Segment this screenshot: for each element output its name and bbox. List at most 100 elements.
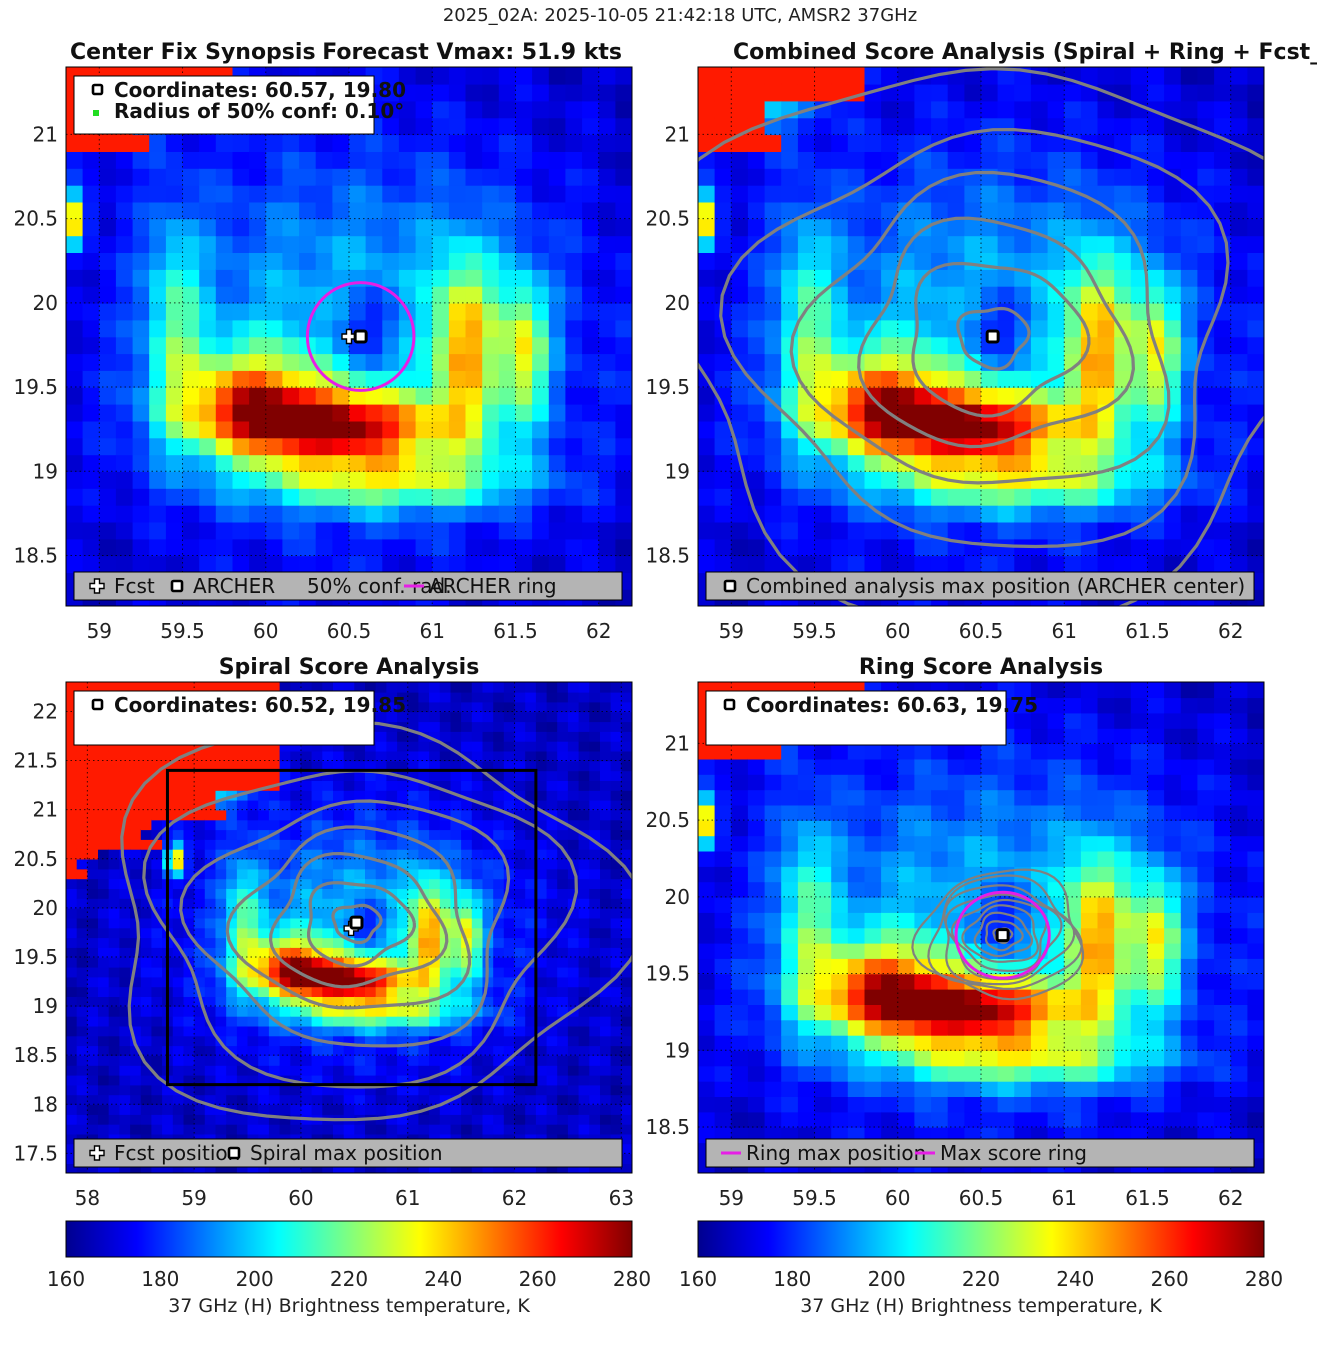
heatmap-cell [199, 235, 217, 253]
heatmap-cell [546, 996, 559, 1007]
heatmap-cell [578, 1065, 591, 1076]
heatmap-cell [714, 504, 732, 523]
heatmap-cell [515, 218, 533, 237]
heatmap-cell [354, 957, 366, 968]
heatmap-cell [258, 1114, 270, 1125]
heatmap-cell [714, 302, 732, 321]
heatmap-cell [199, 504, 217, 523]
heatmap-cell [997, 134, 1015, 152]
heatmap-cell [567, 829, 580, 840]
heatmap-cell [865, 606, 882, 624]
heatmap-cell [578, 1123, 591, 1135]
heatmap-cell [315, 353, 334, 371]
heatmap-cell [290, 839, 302, 850]
heatmap-cell [781, 117, 799, 136]
heatmap-cell [108, 957, 121, 968]
heatmap-cell [172, 937, 185, 948]
heatmap-cell [215, 1006, 227, 1017]
heatmap-cell [897, 471, 916, 489]
heatmap-cell [299, 606, 316, 624]
heatmap-cell [247, 809, 259, 821]
heatmap-cell [236, 1035, 249, 1047]
heatmap-cell [698, 521, 716, 540]
heatmap-cell [247, 790, 259, 801]
heatmap-cell [268, 770, 281, 781]
heatmap-cell [548, 184, 567, 203]
heatmap-cell [1147, 538, 1165, 557]
heatmap-cell [375, 1104, 388, 1115]
heatmap-cell [546, 1074, 559, 1086]
heatmap-cell [1098, 606, 1115, 624]
heatmap-cell [525, 937, 537, 948]
heatmap-cell [76, 770, 89, 781]
heatmap-cell [66, 286, 84, 304]
heatmap-cell [199, 201, 217, 220]
heatmap-cell [418, 966, 430, 978]
heatmap-cell [119, 1035, 131, 1047]
heatmap-cell [172, 858, 185, 870]
heatmap-cell [249, 555, 267, 574]
heatmap-cell [1030, 286, 1049, 304]
heatmap-cell [236, 780, 249, 791]
heatmap-cell [546, 1015, 559, 1027]
heatmap-cell [333, 858, 345, 870]
heatmap-cell [365, 907, 377, 919]
heatmap-cell [471, 1084, 484, 1096]
heatmap-cell [615, 235, 632, 253]
heatmap-cell [482, 555, 500, 574]
heatmap-cell [546, 878, 559, 889]
heatmap-cell [130, 996, 142, 1007]
heatmap-cell [997, 235, 1015, 253]
heatmap-cell [182, 235, 200, 253]
heatmap-cell [82, 387, 100, 405]
heatmap-cell [99, 420, 117, 439]
heatmap-cell [66, 1015, 78, 1027]
heatmap-cell [514, 701, 526, 713]
heatmap-cell [1181, 606, 1198, 624]
heatmap-cell [615, 606, 632, 624]
heatmap-cell [204, 839, 217, 850]
heatmap-cell [247, 1104, 259, 1115]
heatmap-cell [258, 917, 270, 929]
heatmap-cell [582, 269, 600, 287]
heatmap-cell [914, 403, 932, 422]
panel-title: Combined Score Analysis (Spiral + Ring +… [733, 40, 1317, 65]
heatmap-cell [535, 1123, 548, 1135]
heatmap-cell [514, 829, 526, 840]
heatmap-cell [365, 1035, 377, 1047]
heatmap-cell [365, 1006, 377, 1017]
heatmap-cell [332, 521, 350, 540]
heatmap-cell [1230, 151, 1249, 169]
heatmap-cell [1180, 201, 1199, 220]
heatmap-cell [87, 1123, 99, 1135]
heatmap-cell [997, 319, 1015, 338]
heatmap-cell [747, 286, 766, 304]
heatmap-cell [567, 1104, 580, 1115]
heatmap-cell [418, 1094, 430, 1105]
heatmap-cell [66, 1123, 78, 1135]
heatmap-cell [565, 403, 583, 422]
heatmap-cell [1197, 151, 1215, 169]
heatmap-cell [764, 151, 782, 169]
heatmap-cell [215, 937, 227, 948]
heatmap-cell [1097, 100, 1115, 119]
heatmap-cell [557, 691, 569, 703]
heatmap-cell [1197, 437, 1215, 456]
heatmap-cell [108, 1035, 121, 1047]
heatmap-cell [598, 504, 617, 523]
heatmap-cell [407, 691, 420, 703]
heatmap-cell [226, 996, 238, 1007]
heatmap-cell [332, 420, 350, 439]
heatmap-cell [119, 878, 131, 889]
heatmap-cell [282, 134, 300, 152]
heatmap-cell [194, 868, 206, 880]
heatmap-cell [322, 1065, 334, 1076]
heatmap-cell [1097, 538, 1115, 557]
heatmap-cell [1247, 555, 1264, 574]
heatmap-cell [493, 701, 505, 713]
heatmap-cell [964, 555, 982, 574]
heatmap-cell [349, 471, 367, 489]
heatmap-cell [407, 1065, 420, 1076]
heatmap-cell [429, 996, 441, 1007]
heatmap-cell [311, 957, 324, 968]
